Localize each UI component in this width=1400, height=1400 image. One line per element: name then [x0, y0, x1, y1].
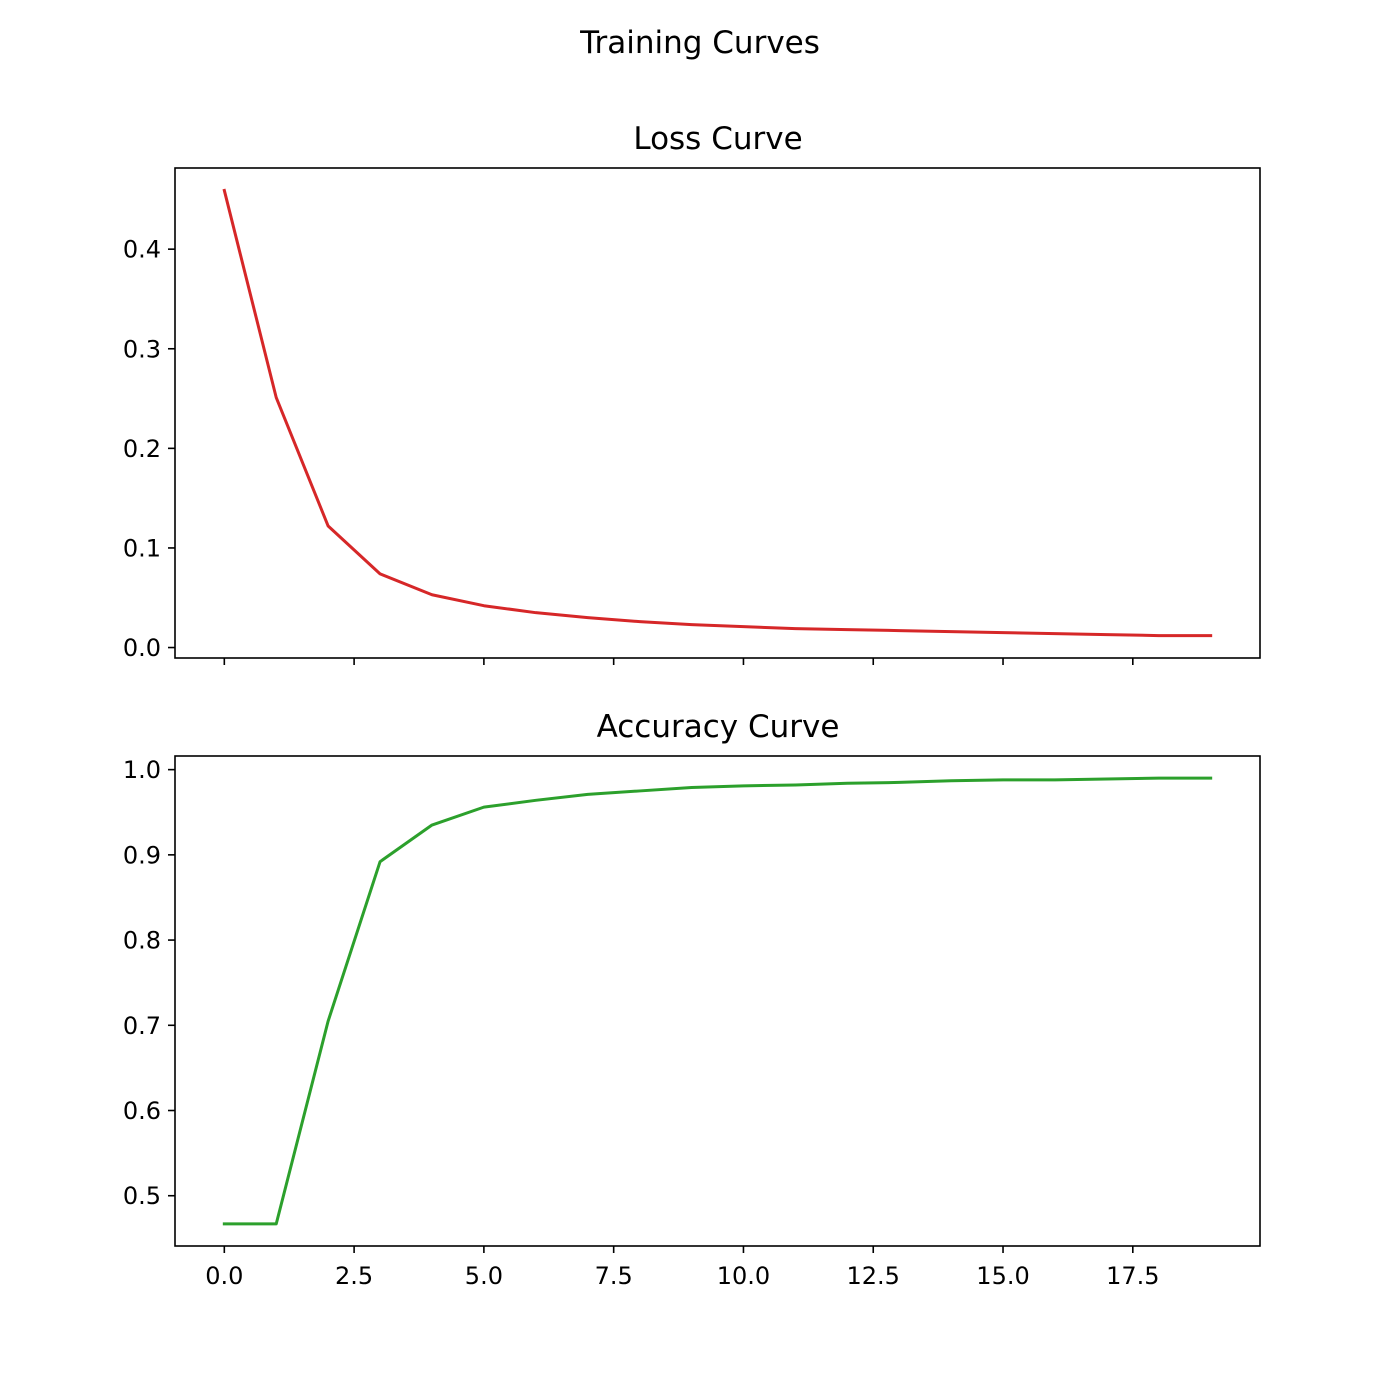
accuracy-y-tick-label: 0.9 [123, 841, 161, 869]
accuracy-x-tick-label: 15.0 [976, 1262, 1029, 1290]
accuracy-curve-axes: Accuracy Curve 0.5 0.6 0.7 0.8 0.9 1.0 0.0 2.5 5… [123, 709, 1261, 1290]
accuracy-y-tick-label: 0.6 [123, 1097, 161, 1125]
loss-y-tick-label: 0.0 [123, 634, 161, 662]
loss-curve-axes: Loss Curve 0.0 0.1 0.2 0.3 0.4 [123, 121, 1261, 665]
accuracy-x-tick-label: 2.5 [335, 1262, 373, 1290]
accuracy-y-tick-label: 0.8 [123, 927, 161, 955]
accuracy-axes-frame [174, 755, 1261, 1247]
loss-y-tick-label: 0.3 [123, 335, 161, 363]
loss-series-line [222, 188, 1213, 638]
accuracy-curve-title: Accuracy Curve [597, 709, 840, 745]
accuracy-y-tick-label: 1.0 [123, 756, 161, 784]
accuracy-x-tick-label: 12.5 [847, 1262, 900, 1290]
accuracy-y-tick-label: 0.5 [123, 1182, 161, 1210]
loss-y-tick-label: 0.4 [123, 236, 161, 264]
loss-y-tick-label: 0.1 [123, 534, 161, 562]
accuracy-x-tick-label: 0.0 [205, 1262, 243, 1290]
accuracy-x-tick-label: 5.0 [465, 1262, 503, 1290]
loss-y-tick-label: 0.2 [123, 435, 161, 463]
loss-curve-title: Loss Curve [633, 121, 802, 157]
figure-suptitle: Training Curves [579, 25, 820, 61]
accuracy-x-tick-label: 10.0 [717, 1262, 770, 1290]
accuracy-series-line [222, 776, 1213, 1226]
accuracy-x-tick-label: 17.5 [1106, 1262, 1159, 1290]
accuracy-y-tick-label: 0.7 [123, 1012, 161, 1040]
loss-axes-frame [174, 167, 1261, 659]
accuracy-x-tick-label: 7.5 [595, 1262, 633, 1290]
